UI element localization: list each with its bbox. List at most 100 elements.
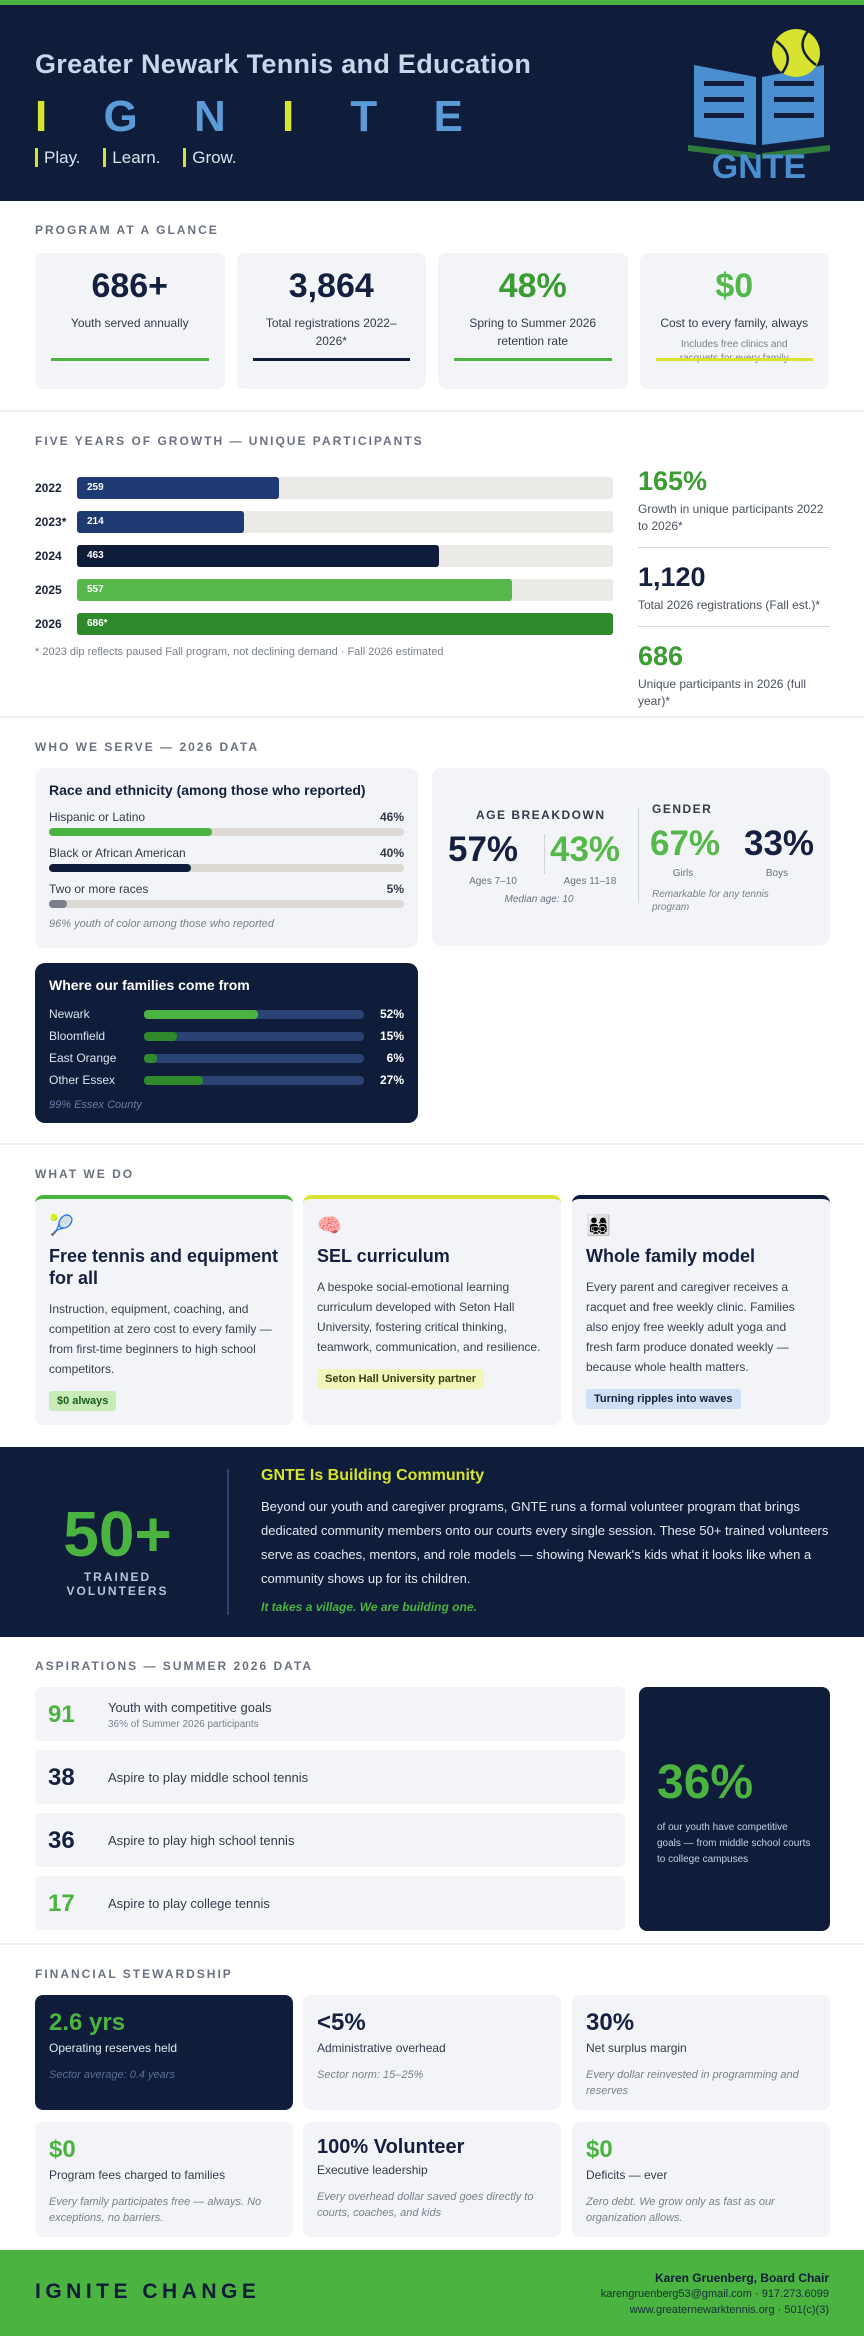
race-row-top: Two or more races 5%	[49, 882, 404, 896]
age-11-18-value: 43%	[550, 830, 621, 869]
glance-label: Cost to every family, always	[660, 316, 809, 330]
family-pct: 6%	[386, 1051, 404, 1065]
program-tag: Seton Hall University partner	[317, 1369, 484, 1389]
aspiration-text: Youth with competitive goals	[108, 1700, 272, 1715]
race-row-top: Hispanic or Latino 46%	[49, 810, 404, 824]
ignite-letter: T	[350, 92, 400, 141]
section-title: FIVE YEARS OF GROWTH — UNIQUE PARTICIPAN…	[35, 434, 424, 448]
glance-card-youth: 686+ Youth served annually	[35, 253, 225, 389]
logo-text: GNTE	[712, 148, 806, 185]
family-row: Bloomfield 15%	[49, 1025, 404, 1047]
stat-desc: Unique participants in 2026 (full year)*	[638, 677, 807, 708]
growth-section: FIVE YEARS OF GROWTH — UNIQUE PARTICIPAN…	[0, 412, 864, 716]
bar: 686*	[77, 613, 613, 635]
fin-value: 100% Volunteer	[317, 2136, 465, 2158]
growth-bar-chart: 2022 259 2023* 214 2024 463 2025 557 2026 686*	[35, 476, 613, 646]
glance-accent-bar	[51, 358, 209, 361]
family-bar	[144, 1053, 158, 1063]
age-gender-card: AGE BREAKDOWN 57% Ages 7–10 43% Ages 11–…	[432, 768, 830, 946]
header: Greater Newark Tennis and Education I G …	[0, 5, 864, 201]
fin-sub: Sector norm: 15–25%	[317, 2069, 424, 2081]
gender-heading: GENDER	[652, 802, 713, 816]
ignite-letter: I	[281, 92, 317, 141]
section-title: FINANCIAL STEWARDSHIP	[35, 1967, 233, 1981]
age-gender-divider	[638, 808, 639, 903]
program-card-sel: 🧠 SEL curriculum A bespoke social-emotio…	[303, 1195, 561, 1425]
fin-value: $0	[586, 2136, 613, 2163]
ignite-letter: I	[35, 92, 70, 141]
section-title: PROGRAM AT A GLANCE	[35, 223, 219, 237]
race-pct: 46%	[379, 810, 404, 824]
volunteer-body: Beyond our youth and caregiver programs,…	[261, 1499, 829, 1586]
families-card: Where our families come from Newark 52% Bl…	[35, 963, 418, 1123]
fin-card-overhead: <5% Administrative overhead Sector norm:…	[303, 1995, 561, 2110]
family-pct: 52%	[379, 1007, 404, 1021]
bar-value-label: 259	[87, 482, 104, 493]
bar-row: 2026 686*	[35, 612, 613, 636]
family-bar	[144, 1075, 204, 1085]
stat-desc: Total 2026 registrations (Fall est.)*	[638, 598, 821, 612]
growth-footnote: * 2023 dip reflects paused Fall program,…	[35, 646, 444, 658]
program-card-family: 👨‍👩‍👧‍👦 Whole family model Every parent …	[572, 1195, 830, 1425]
family-label: Other Essex	[49, 1073, 116, 1087]
family-label: Newark	[49, 1007, 90, 1021]
family-pct: 27%	[379, 1073, 404, 1087]
stat-desc: Growth in unique participants 2022 to 20…	[638, 502, 824, 533]
year-label: 2023*	[35, 515, 67, 529]
aspiration-text: Aspire to play middle school tennis	[108, 1770, 309, 1785]
contact-email-phone[interactable]: karengruenberg53@gmail.com · 917.273.609…	[600, 2288, 829, 2300]
family-rows: Newark 52% Bloomfield 15% East Orange 6% Other…	[49, 1003, 404, 1091]
aspiration-value: 91	[48, 1701, 75, 1728]
race-bar	[49, 864, 191, 872]
bar-track: 686*	[77, 613, 613, 635]
volunteer-label: TRAINED VOLUNTEERS	[66, 1570, 169, 1598]
race-track	[49, 828, 404, 836]
race-row-top: Black or African American 40%	[49, 846, 404, 860]
race-track	[49, 864, 404, 872]
year-label: 2024	[35, 549, 62, 563]
book-icon	[688, 65, 830, 159]
fin-label: Administrative overhead	[317, 2041, 446, 2055]
growth-stat: 1,120 Total 2026 registrations (Fall est…	[638, 562, 830, 627]
year-label: 2026	[35, 617, 62, 631]
growth-stat: 165% Growth in unique participants 2022 …	[638, 466, 830, 548]
who-we-serve: WHO WE SERVE — 2026 DATA Race and ethnic…	[0, 718, 864, 1143]
aspiration-row: 38 Aspire to play middle school tennis	[35, 1750, 625, 1804]
race-row: Two or more races 5%	[49, 882, 404, 908]
race-heading: Race and ethnicity (among those who repo…	[49, 782, 366, 798]
section-divider	[0, 410, 864, 412]
fin-card-fees: $0 Program fees charged to families Ever…	[35, 2122, 293, 2237]
race-bar	[49, 828, 213, 836]
fin-sub: Every family participates free — always.…	[49, 2196, 262, 2224]
volunteer-count: 50+	[63, 1498, 172, 1570]
gender-girls-value: 67%	[650, 824, 721, 863]
contact-website[interactable]: www.greaternewarktennis.org · 501(c)(3)	[629, 2304, 829, 2316]
brain-icon: 🧠	[317, 1215, 342, 1237]
section-divider	[0, 1943, 864, 1945]
glance-value: 48%	[498, 267, 567, 305]
race-pct: 40%	[379, 846, 404, 860]
program-card-tennis: 🎾 Free tennis and equipment for all Inst…	[35, 1195, 293, 1425]
fin-sub: Every overhead dollar saved goes directl…	[317, 2191, 534, 2219]
tennis-ball-icon	[772, 29, 820, 77]
year-label: 2022	[35, 481, 62, 495]
family-label: East Orange	[49, 1051, 117, 1065]
footer-contact: Karen Gruenberg, Board Chair karengruenb…	[601, 2270, 829, 2318]
age-7-10-value: 57%	[448, 830, 519, 869]
aspiration-row: 17 Aspire to play college tennis	[35, 1876, 625, 1930]
section-title: ASPIRATIONS — SUMMER 2026 DATA	[35, 1659, 314, 1673]
family-track	[144, 1075, 364, 1085]
contact-name: Karen Gruenberg, Board Chair	[654, 2271, 829, 2285]
tennis-racquet-icon: 🎾	[49, 1215, 74, 1237]
stat-value: 165%	[638, 466, 708, 496]
family-bar	[144, 1009, 259, 1019]
program-tag: $0 always	[49, 1391, 117, 1411]
glance-card-registrations: 3,864 Total registrations 2022–2026*	[236, 253, 426, 389]
fin-value: 2.6 yrs	[49, 2009, 126, 2036]
gender-girls-label: Girls	[672, 868, 694, 879]
family-label: Bloomfield	[49, 1029, 106, 1043]
race-row: Black or African American 40%	[49, 846, 404, 872]
fin-value: $0	[49, 2136, 76, 2163]
family-track	[144, 1053, 364, 1063]
bar-track: 214	[77, 511, 613, 533]
